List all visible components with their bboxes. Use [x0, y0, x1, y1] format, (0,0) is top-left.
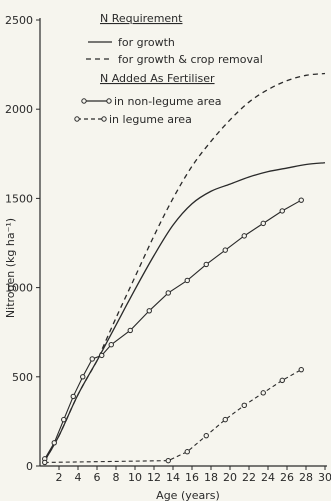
x-tick-label-30: 30 — [318, 471, 331, 484]
data-point-in-non-legume-area-9 — [146, 308, 152, 314]
x-axis-title: Age (years) — [156, 489, 220, 501]
series-line-in-legume-area — [44, 369, 302, 463]
series-line-for-growth-crop-removal — [44, 72, 326, 461]
data-point-in-non-legume-area-3 — [70, 393, 76, 400]
data-point-in-legume-area-5 — [241, 402, 247, 409]
data-point-in-legume-area-6 — [260, 390, 266, 396]
y-axis-title: Nitrogen (kg ha⁻¹) — [4, 218, 17, 318]
x-tick-label-20: 20 — [223, 471, 237, 484]
legend: N Requirement for growth for growth & cr… — [74, 12, 263, 126]
series-in-legume-area — [42, 366, 304, 466]
y-tick-label-1500: 1500 — [5, 192, 33, 205]
data-point-in-non-legume-area-10 — [165, 290, 171, 296]
x-tick-label-2: 2 — [56, 471, 63, 484]
data-point-in-legume-area-7 — [279, 377, 285, 384]
legend-item-for-growth-crop-removal: for growth & crop removal — [86, 53, 263, 66]
x-tick-label-6: 6 — [94, 471, 101, 484]
legend-marker-non-legume-start — [81, 98, 87, 104]
data-point-in-non-legume-area-4 — [80, 374, 86, 380]
data-point-in-legume-area-4 — [222, 416, 228, 423]
series-in-non-legume-area — [42, 197, 304, 462]
x-tick-label-12: 12 — [147, 471, 161, 484]
series-line-for-growth — [44, 162, 326, 461]
data-point-in-non-legume-area-15 — [260, 220, 266, 227]
data-point-in-non-legume-area-17 — [298, 197, 304, 203]
series-for-growth — [44, 162, 326, 461]
data-point-in-non-legume-area-8 — [127, 327, 133, 334]
data-point-in-legume-area-0 — [42, 459, 48, 466]
legend-marker-non-legume-end — [106, 98, 112, 104]
data-point-in-legume-area-1 — [165, 457, 171, 464]
legend-label-non-legume: in non-legume area — [114, 95, 221, 108]
x-tick-label-28: 28 — [299, 471, 313, 484]
legend-item-legume: in legume area — [74, 113, 192, 126]
data-point-in-non-legume-area-7 — [108, 341, 114, 348]
x-tick-label-4: 4 — [75, 471, 82, 484]
x-tick-label-26: 26 — [280, 471, 294, 484]
series-line-in-non-legume-area — [44, 199, 302, 460]
y-tick-label-1000: 1000 — [5, 282, 33, 295]
x-tick-label-18: 18 — [204, 471, 218, 484]
x-tick-label-24: 24 — [261, 471, 275, 484]
data-point-in-non-legume-area-16 — [279, 208, 285, 214]
y-tick-label-2500: 2500 — [5, 14, 33, 27]
legend-group-fertiliser-title: N Added As Fertiliser — [100, 72, 215, 85]
x-tick-label-16: 16 — [185, 471, 199, 484]
legend-label-for-growth: for growth — [118, 36, 175, 49]
y-tick-label-0: 0 — [26, 460, 33, 473]
legend-marker-legume-end — [101, 116, 107, 122]
legend-item-non-legume: in non-legume area — [81, 95, 221, 108]
data-point-in-non-legume-area-11 — [184, 277, 190, 284]
data-point-in-non-legume-area-2 — [61, 416, 67, 423]
x-tick-label-10: 10 — [128, 471, 142, 484]
data-point-in-non-legume-area-5 — [89, 356, 95, 362]
data-point-in-non-legume-area-1 — [51, 440, 57, 446]
y-tick-label-2000: 2000 — [5, 103, 33, 116]
legend-label-legume: in legume area — [109, 113, 192, 126]
legend-label-for-growth-crop-removal: for growth & crop removal — [118, 53, 263, 66]
data-point-in-non-legume-area-14 — [241, 233, 247, 239]
x-tick-label-8: 8 — [113, 471, 120, 484]
legend-item-for-growth: for growth — [88, 36, 175, 49]
x-tick-label-14: 14 — [166, 471, 180, 484]
data-point-in-legume-area-2 — [184, 449, 190, 455]
data-point-in-non-legume-area-6 — [99, 352, 105, 359]
data-point-in-non-legume-area-12 — [203, 261, 209, 268]
x-tick-label-22: 22 — [242, 471, 256, 484]
data-point-in-legume-area-3 — [203, 432, 209, 439]
data-point-in-legume-area-8 — [298, 366, 304, 373]
legend-marker-legume-start — [74, 116, 80, 122]
y-tick-label-500: 500 — [12, 371, 33, 384]
data-point-in-non-legume-area-13 — [222, 247, 228, 253]
series-for-growth-crop-removal — [44, 72, 326, 461]
legend-group-requirement-title: N Requirement — [100, 12, 183, 25]
